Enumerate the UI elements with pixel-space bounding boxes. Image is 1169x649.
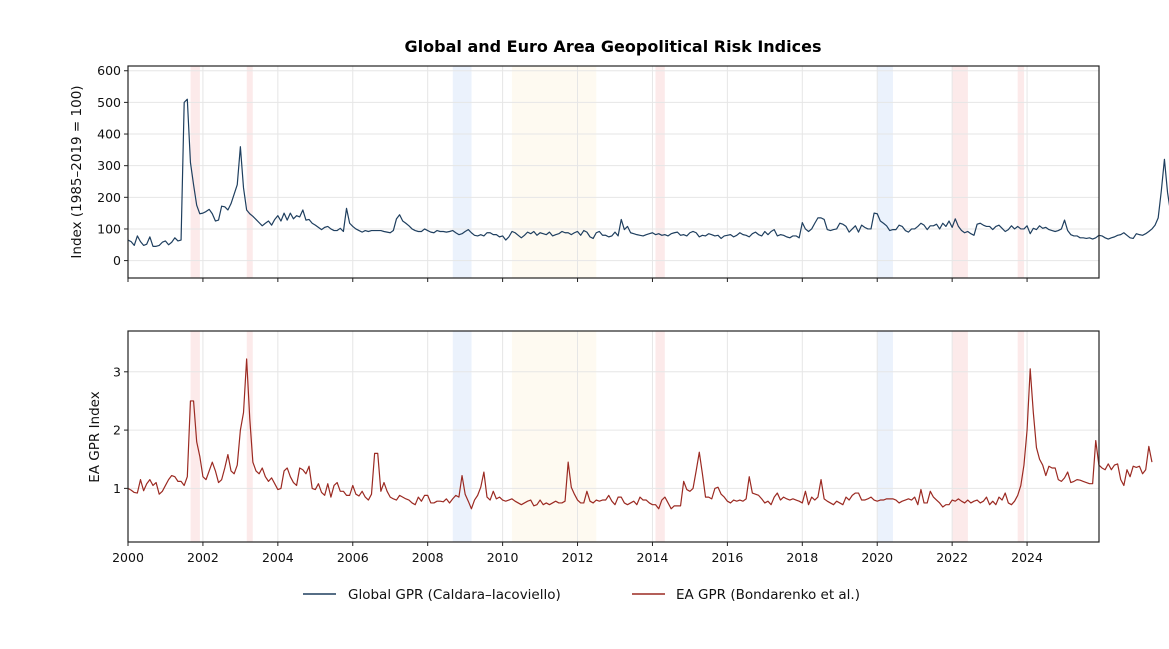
- bottom-panel: 1 2 3 2000 2002 2004 2006 2008 2010 2012 2014 2016…: [87, 330, 1153, 565]
- bottom-x-ticks: 2000 2002 2004 2006 2008 2010 2012 2014 2016 2018…: [112, 542, 1043, 565]
- x-tick-label: 2020: [861, 550, 893, 565]
- shaded-period: [1017, 66, 1025, 278]
- x-tick-label: 2008: [412, 550, 444, 565]
- shaded-period: [952, 66, 968, 278]
- bottom-y-ticks: 1 2 3: [113, 364, 128, 496]
- top-axes-frame: [127, 65, 1100, 279]
- y-tick-label: 0: [113, 253, 121, 268]
- ea-gpr-series: [127, 358, 1153, 510]
- x-tick-label: 2022: [936, 550, 968, 565]
- shaded-period: [190, 331, 200, 542]
- legend-label-global: Global GPR (Caldara–Iacoviello): [348, 587, 561, 603]
- y-tick-label: 500: [97, 95, 121, 110]
- top-x-ticks: [127, 278, 1028, 282]
- bottom-axes-frame: [127, 330, 1100, 543]
- y-tick-label: 3: [113, 364, 121, 379]
- x-tick-label: 2014: [637, 550, 669, 565]
- y-tick-label: 200: [97, 190, 121, 205]
- x-tick-label: 2018: [786, 550, 818, 565]
- legend-label-ea: EA GPR (Bondarenko et al.): [676, 587, 860, 603]
- y-tick-label: 2: [113, 423, 121, 438]
- top-panel: 0 100 200 300 400 500 600 Index (1985–2019 = 1…: [69, 63, 1169, 282]
- x-tick-label: 2000: [112, 550, 144, 565]
- y-tick-label: 300: [97, 158, 121, 173]
- shaded-period: [655, 331, 665, 542]
- bottom-y-axis-label: EA GPR Index: [87, 391, 103, 483]
- shaded-period: [246, 331, 253, 542]
- top-gridlines: [127, 66, 1099, 278]
- x-tick-label: 2024: [1011, 550, 1043, 565]
- shaded-period: [952, 331, 968, 542]
- legend: Global GPR (Caldara–Iacoviello) EA GPR (…: [303, 587, 860, 603]
- bottom-gridlines: [127, 331, 1099, 542]
- x-tick-label: 2012: [562, 550, 594, 565]
- x-tick-label: 2004: [262, 550, 294, 565]
- shaded-period: [190, 66, 200, 278]
- chart-title: Global and Euro Area Geopolitical Risk I…: [405, 37, 822, 56]
- x-tick-label: 2010: [487, 550, 519, 565]
- shaded-period: [877, 66, 893, 278]
- y-tick-label: 100: [97, 221, 121, 236]
- bottom-shaded-periods: [190, 331, 1025, 542]
- series-line: [127, 358, 1153, 510]
- shaded-period: [246, 66, 253, 278]
- top-shaded-periods: [190, 66, 1025, 278]
- shaded-period: [655, 66, 665, 278]
- y-tick-label: 400: [97, 127, 121, 142]
- shaded-period: [452, 66, 472, 278]
- x-tick-label: 2002: [187, 550, 219, 565]
- series-line: [127, 98, 1169, 247]
- shaded-period: [1017, 331, 1025, 542]
- top-y-ticks: 0 100 200 300 400 500 600: [97, 63, 128, 268]
- shaded-period: [452, 331, 472, 542]
- top-y-axis-label: Index (1985–2019 = 100): [69, 85, 85, 258]
- x-tick-label: 2016: [711, 550, 743, 565]
- shaded-period: [511, 331, 597, 542]
- y-tick-label: 600: [97, 63, 121, 78]
- shaded-period: [877, 331, 893, 542]
- global-gpr-series: [127, 98, 1169, 247]
- y-tick-label: 1: [113, 481, 121, 496]
- shaded-period: [511, 66, 597, 278]
- x-tick-label: 2006: [337, 550, 369, 565]
